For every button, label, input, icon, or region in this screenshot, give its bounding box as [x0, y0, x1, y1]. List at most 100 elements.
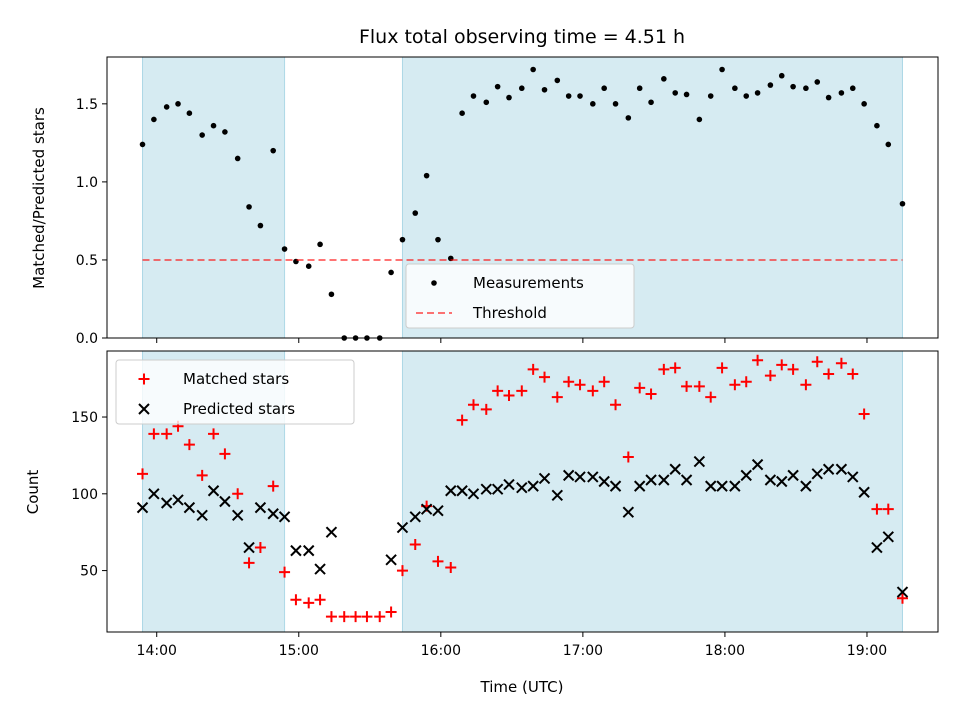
top-dot-point-33 — [530, 66, 536, 73]
bottom-plus-point-41 — [622, 451, 634, 463]
top-dot-point-53 — [767, 82, 774, 88]
top-dot-point-25 — [435, 236, 441, 243]
bottom-plus-point-13 — [290, 594, 302, 606]
bottom-plus-point-19 — [361, 611, 373, 623]
bottom-x-point-44 — [658, 474, 670, 486]
bottom-plus-point-27 — [456, 414, 468, 426]
top-dot-point-60 — [849, 85, 856, 92]
bottom-plus-point-30 — [492, 385, 504, 397]
bottom-x-point-22 — [396, 521, 409, 534]
bottom-x-point-58 — [822, 463, 835, 475]
bottom-x-point-14 — [303, 544, 315, 557]
top-dot-point-38 — [590, 101, 596, 107]
bottom-x-point-25 — [432, 504, 444, 517]
top-dot-point-9 — [246, 204, 252, 210]
bottom-plus-point-8 — [232, 488, 244, 500]
top-dot-point-42 — [636, 85, 643, 92]
bottom-plus-point-37 — [574, 379, 586, 391]
bottom-x-point-57 — [811, 468, 823, 480]
bottom-plus-point-22 — [396, 565, 408, 577]
bottom-plus-point-57 — [811, 356, 823, 368]
top-dot-point-0 — [139, 141, 146, 148]
x-tick-label-3: 17:00 — [563, 643, 603, 659]
top-y-tick-label-3: 1.5 — [76, 97, 98, 113]
bottom-x-point-2 — [160, 497, 173, 509]
bottom-x-point-12 — [278, 511, 291, 523]
bottom-x-point-50 — [729, 480, 741, 492]
top-dot-point-35 — [554, 77, 561, 84]
top-dot-point-64 — [899, 200, 906, 207]
top-dot-point-58 — [825, 94, 832, 101]
bottom-y-tick-label-1: 100 — [71, 487, 98, 503]
bottom-plus-point-59 — [835, 357, 847, 369]
bottom-plus-point-42 — [634, 382, 646, 394]
bottom-x-point-10 — [254, 501, 267, 514]
bottom-x-point-36 — [562, 469, 575, 482]
bottom-plus-point-17 — [338, 611, 350, 623]
top-frame — [106, 56, 939, 339]
bottom-x-point-32 — [516, 481, 528, 494]
bottom-x-point-11 — [267, 508, 279, 520]
top-dot-point-11 — [270, 147, 277, 154]
top-dot-point-52 — [754, 90, 761, 96]
bottom-plus-point-20 — [374, 611, 386, 623]
top-legend-label-0: Measurements — [473, 274, 584, 292]
bottom-plus-point-45 — [669, 362, 681, 374]
top-dot-point-51 — [743, 93, 750, 99]
bottom-frame — [106, 350, 939, 633]
bottom-x-point-9 — [243, 541, 255, 554]
bottom-plus-point-2 — [161, 428, 173, 440]
bottom-x-point-5 — [196, 509, 208, 522]
bottom-plus-point-28 — [467, 399, 479, 411]
bottom-plus-point-38 — [587, 385, 599, 397]
bottom-plus-point-16 — [325, 611, 337, 623]
bottom-plus-point-44 — [658, 363, 670, 375]
bottom-legend-swatch-1 — [138, 403, 150, 415]
top-panel: 0.0 0.5 1.0 1.5 Measurements Threshold — [76, 56, 939, 347]
bottom-x-point-3 — [172, 494, 184, 506]
bottom-x-point-52 — [751, 458, 764, 471]
bottom-plus-point-26 — [445, 562, 457, 574]
bottom-plus-point-29 — [480, 403, 492, 415]
bottom-plus-point-35 — [551, 391, 563, 403]
top-dot-point-22 — [399, 236, 406, 243]
bottom-x-point-28 — [467, 488, 480, 500]
bottom-plus-point-61 — [858, 408, 870, 420]
bottom-x-point-15 — [314, 563, 326, 575]
bottom-plus-point-55 — [787, 363, 799, 375]
bottom-plus-point-12 — [279, 566, 291, 578]
bottom-x-point-55 — [787, 469, 799, 482]
bottom-x-point-53 — [764, 474, 777, 486]
bottom-x-point-63 — [882, 531, 894, 543]
top-dot-point-56 — [803, 85, 809, 92]
bottom-plus-point-33 — [527, 363, 539, 375]
bottom-plus-point-34 — [539, 371, 551, 383]
bottom-plus-point-25 — [432, 555, 444, 567]
bottom-x-point-62 — [871, 541, 883, 554]
top-dot-point-44 — [661, 76, 667, 82]
bottom-x-point-33 — [527, 480, 539, 492]
x-tick-label-2: 16:00 — [421, 643, 461, 659]
bottom-plus-point-0 — [137, 468, 149, 480]
bottom-plus-point-47 — [693, 380, 705, 392]
top-dot-point-47 — [696, 116, 703, 123]
top-dot-point-27 — [459, 110, 465, 116]
bottom-plus-point-6 — [208, 428, 220, 440]
top-dot-point-57 — [814, 79, 821, 85]
bottom-x-point-13 — [290, 544, 302, 557]
top-dot-point-28 — [470, 93, 477, 99]
bottom-plus-point-49 — [716, 362, 728, 374]
top-dot-point-39 — [601, 85, 607, 92]
bottom-plus-point-43 — [645, 388, 657, 400]
top-dot-point-55 — [790, 83, 796, 90]
top-dot-point-31 — [506, 94, 512, 101]
top-legend-label-1: Threshold — [472, 304, 547, 322]
top-legend-box — [405, 263, 635, 329]
bottom-plus-point-23 — [409, 538, 421, 550]
top-dot-point-4 — [186, 110, 193, 116]
top-dot-point-46 — [683, 91, 690, 98]
top-dot-point-6 — [210, 122, 217, 129]
bottom-plus-point-46 — [681, 380, 693, 392]
bottom-x-point-60 — [847, 471, 859, 483]
bottom-x-point-59 — [835, 463, 848, 475]
